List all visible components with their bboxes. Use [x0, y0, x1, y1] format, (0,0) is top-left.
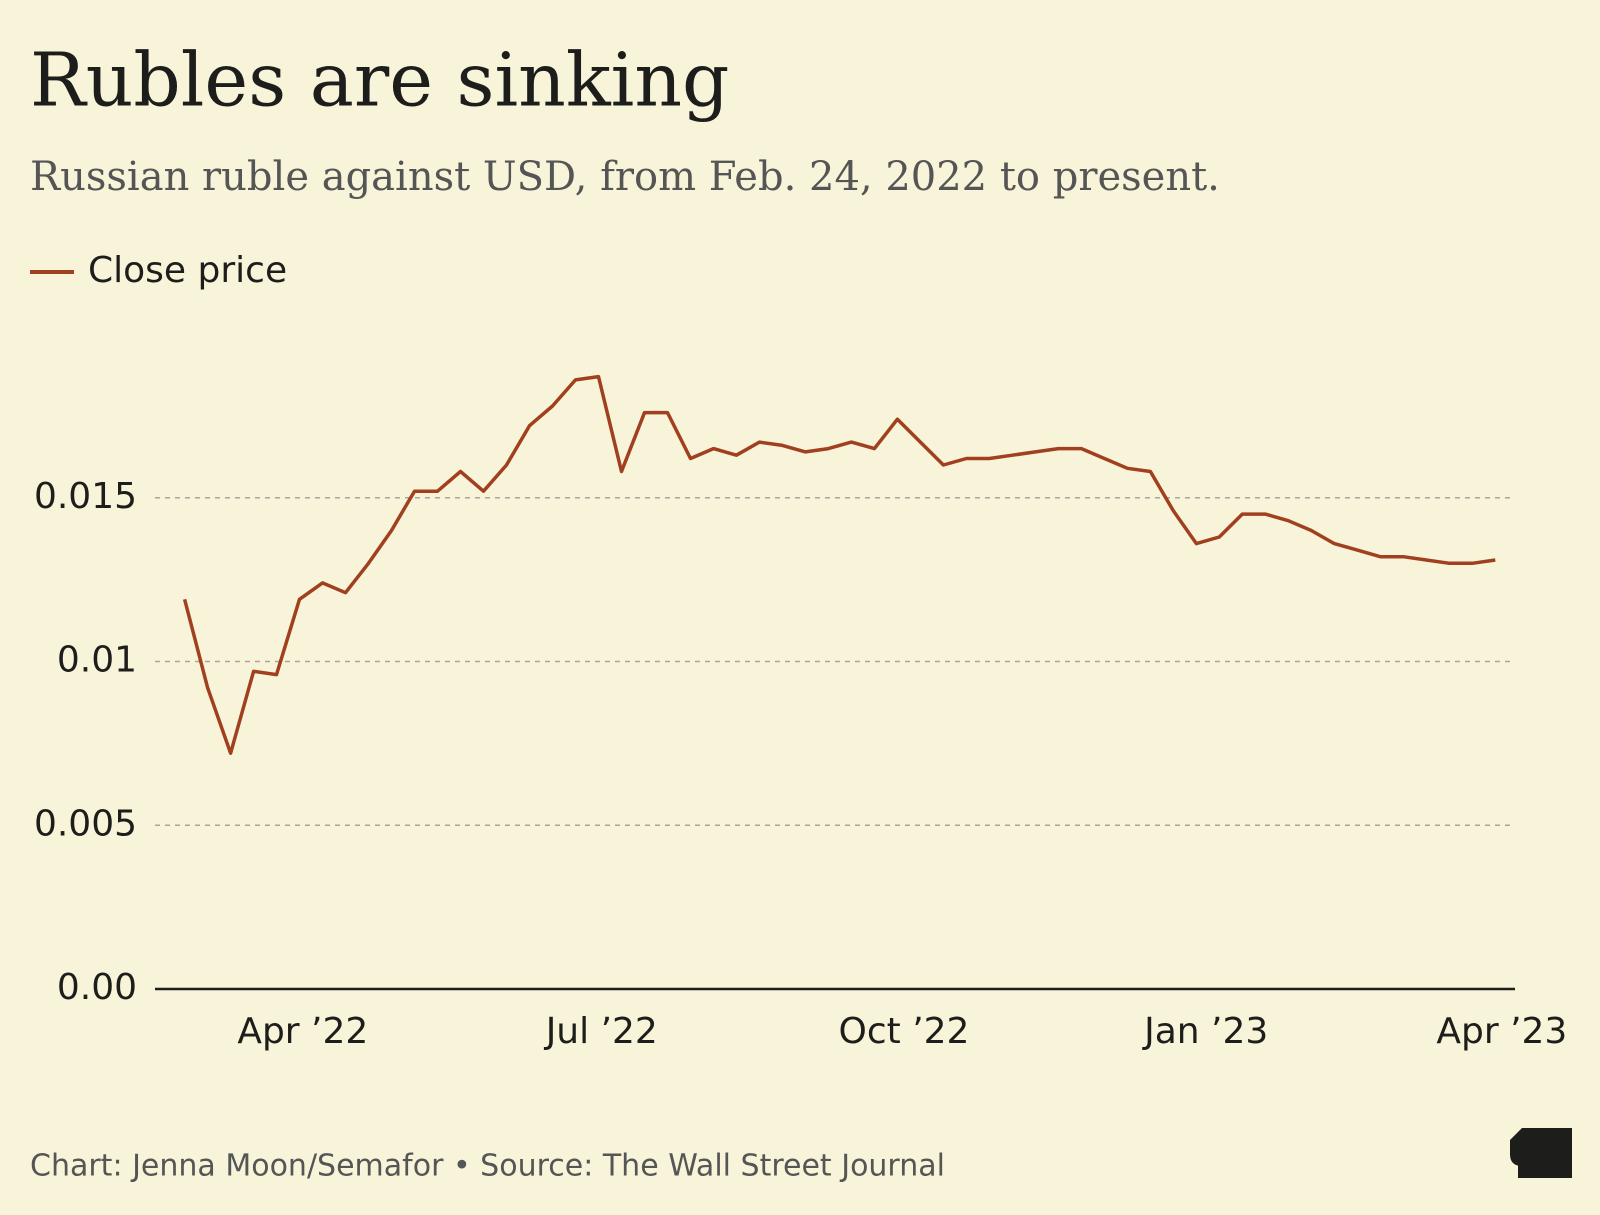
logo-mark — [1510, 1128, 1572, 1178]
y-tick-label: 0.00 — [57, 967, 137, 1008]
legend-label: Close price — [88, 250, 287, 291]
x-tick-label: Oct ’22 — [839, 1011, 970, 1052]
chart-title: Rubles are sinking — [30, 37, 729, 123]
chart-subtitle: Russian ruble against USD, from Feb. 24,… — [30, 154, 1220, 200]
y-tick-label: 0.005 — [34, 803, 137, 844]
footer: Chart: Jenna Moon/Semafor • Source: The … — [30, 1149, 945, 1184]
x-tick-label: Apr ’23 — [1436, 1011, 1567, 1052]
line-series — [182, 374, 1496, 755]
x-tick-label: Jul ’22 — [544, 1011, 658, 1052]
x-tick-label: Apr ’22 — [237, 1011, 368, 1052]
x-tick-label: Jan ’23 — [1142, 1011, 1268, 1052]
logo — [1510, 1128, 1572, 1178]
y-tick-label: 0.015 — [34, 476, 137, 517]
y-tick-label: 0.01 — [57, 640, 137, 681]
